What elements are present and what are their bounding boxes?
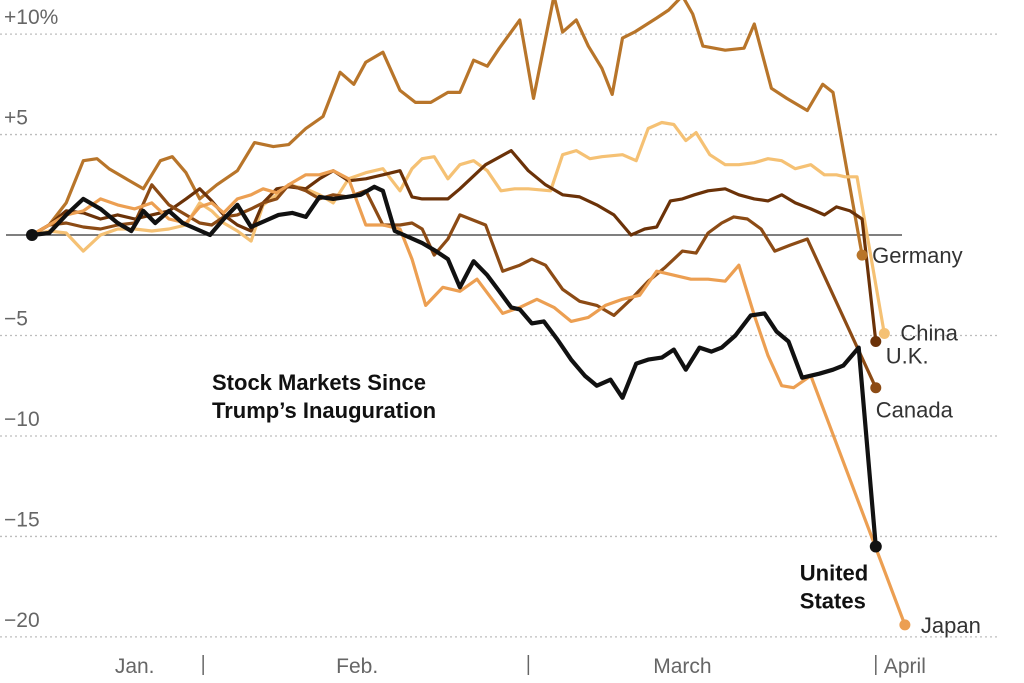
series-end-marker-japan: [899, 619, 911, 631]
series-label-u-k: U.K.: [886, 344, 929, 369]
series-end-marker-china: [878, 327, 890, 339]
x-month-label: April: [884, 655, 926, 678]
series-line-united-states: [29, 184, 878, 549]
series-label-line: Japan: [921, 613, 981, 638]
series-label-line: China: [900, 320, 958, 345]
start-marker: [26, 229, 38, 242]
series-line-japan: [30, 169, 907, 627]
x-month-label: March: [653, 655, 711, 678]
y-tick-label: −10: [4, 408, 40, 431]
series-label-china: China: [900, 320, 958, 345]
y-axis: +10% +5 −5 −10 −15 −20: [4, 6, 58, 632]
series-label-germany: Germany: [872, 243, 962, 268]
series-label-line: United: [800, 560, 868, 585]
gridlines: [0, 33, 1000, 638]
y-tick-label: +5: [4, 107, 28, 130]
x-month-label: Feb.: [336, 655, 378, 678]
series-end-marker-u-k: [870, 336, 882, 348]
series-label-united-states: United States: [800, 560, 868, 613]
y-tick-label: −20: [4, 609, 40, 632]
series-end-marker-united-states: [869, 540, 882, 553]
series-line-u-k: [30, 149, 878, 344]
series-line-china: [30, 120, 886, 336]
series-label-japan: Japan: [921, 613, 981, 638]
x-axis: Jan. Feb. March April: [115, 655, 926, 678]
series-end-marker-canada: [870, 382, 882, 394]
series-line-germany: [30, 0, 864, 257]
series-label-line: Canada: [876, 398, 954, 423]
chart-title-line-1: Stock Markets Since: [212, 370, 426, 395]
series-lines: [29, 0, 907, 627]
series-label-canada: Canada: [876, 398, 954, 423]
chart-title-line-2: Trump’s Inauguration: [212, 398, 436, 423]
y-tick-label: −15: [4, 508, 40, 531]
series-label-line: U.K.: [886, 344, 929, 369]
y-tick-label: +10%: [4, 6, 58, 29]
series-markers: [26, 229, 911, 631]
series-label-line: Germany: [872, 243, 962, 268]
series-label-line: States: [800, 588, 866, 613]
series-line-canada: [30, 183, 878, 390]
chart-title: Stock Markets Since Trump’s Inauguration: [212, 370, 436, 423]
x-month-label: Jan.: [115, 655, 155, 678]
series-end-marker-germany: [856, 249, 868, 261]
y-tick-label: −5: [4, 308, 28, 331]
